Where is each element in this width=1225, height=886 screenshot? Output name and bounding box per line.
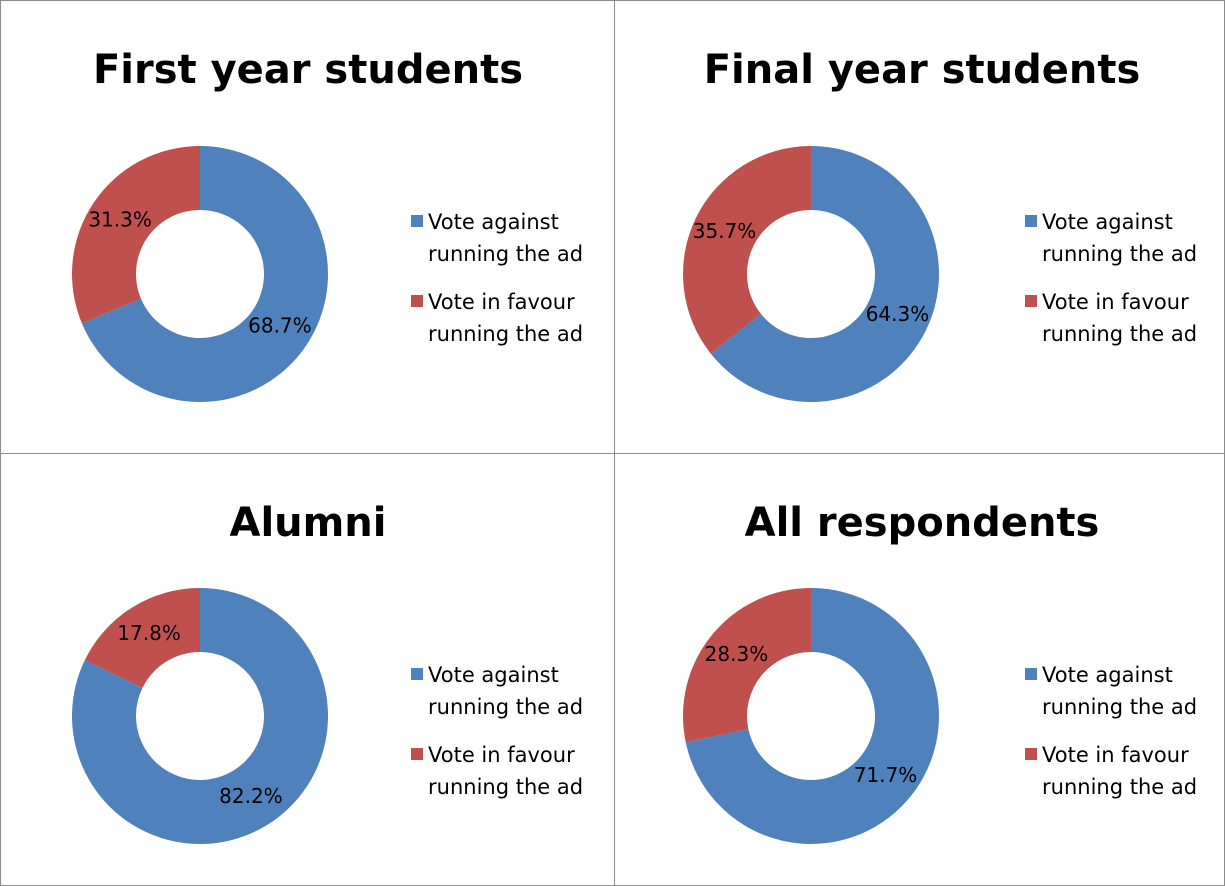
legend-entry: Vote in favour running the ad: [1025, 739, 1205, 803]
chart-title: First year students: [93, 47, 523, 93]
legend-entry: Vote in favour running the ad: [1025, 286, 1205, 350]
legend-swatch: [411, 295, 423, 307]
legend-label: Vote in favour running the ad: [1042, 290, 1198, 346]
data-label: 68.7%: [248, 314, 312, 338]
chart-panel: All respondents 71.7% 28.3% Vote against ru…: [614, 453, 1225, 886]
donut-slice: [71, 588, 328, 844]
legend-label: Vote against running the ad: [428, 210, 584, 266]
chart: All respondents 71.7% 28.3%: [683, 500, 1100, 844]
donut-slice: [710, 146, 939, 402]
legend-entry: Vote against running the ad: [411, 206, 591, 270]
legend: Vote against running the ad Vote in favou…: [1025, 659, 1205, 819]
legend: Vote against running the ad Vote in favou…: [1025, 206, 1205, 366]
data-label: 71.7%: [854, 763, 918, 787]
donut-slice: [685, 588, 939, 844]
legend-entry: Vote against running the ad: [1025, 659, 1205, 723]
data-label: 17.8%: [117, 621, 181, 645]
legend-label: Vote against running the ad: [428, 663, 584, 719]
legend-entry: Vote against running the ad: [411, 659, 591, 723]
legend: Vote against running the ad Vote in favou…: [411, 206, 591, 366]
data-label: 28.3%: [705, 642, 769, 666]
chart-panel: Alumni 82.2% 17.8% Vote against running the…: [0, 453, 615, 886]
chart-panel: Final year students 64.3% 35.7% Vote agains…: [614, 0, 1225, 454]
donut-slice: [683, 146, 811, 354]
legend-entry: Vote in favour running the ad: [411, 286, 591, 350]
legend-swatch: [1025, 668, 1037, 680]
chart-title: Alumni: [229, 500, 386, 546]
legend-label: Vote in favour running the ad: [428, 743, 584, 799]
legend-entry: Vote against running the ad: [1025, 206, 1205, 270]
legend-swatch: [411, 668, 423, 680]
legend-swatch: [411, 748, 423, 760]
chart-title: Final year students: [704, 47, 1141, 93]
legend-swatch: [1025, 748, 1037, 760]
data-label: 82.2%: [219, 784, 283, 808]
data-label: 64.3%: [866, 302, 930, 326]
data-label: 31.3%: [88, 207, 152, 231]
donut-slice: [81, 146, 328, 402]
chart: Final year students 64.3% 35.7%: [683, 47, 1141, 402]
legend: Vote against running the ad Vote in favou…: [411, 659, 591, 819]
donut-slice: [71, 146, 200, 324]
legend-label: Vote in favour running the ad: [1042, 743, 1198, 799]
chart-title: All respondents: [745, 500, 1100, 546]
legend-label: Vote in favour running the ad: [428, 290, 584, 346]
donut-slice: [84, 588, 200, 689]
data-label: 35.7%: [693, 219, 757, 243]
legend-label: Vote against running the ad: [1042, 210, 1198, 266]
donut-slice: [683, 588, 811, 743]
chart-panel: First year students 68.7% 31.3% Vote agains…: [0, 0, 615, 454]
legend-swatch: [1025, 215, 1037, 227]
legend-label: Vote against running the ad: [1042, 663, 1198, 719]
legend-swatch: [411, 215, 423, 227]
chart: First year students 68.7% 31.3%: [71, 47, 523, 402]
legend-swatch: [1025, 295, 1037, 307]
chart: Alumni 82.2% 17.8%: [71, 500, 387, 844]
legend-entry: Vote in favour running the ad: [411, 739, 591, 803]
